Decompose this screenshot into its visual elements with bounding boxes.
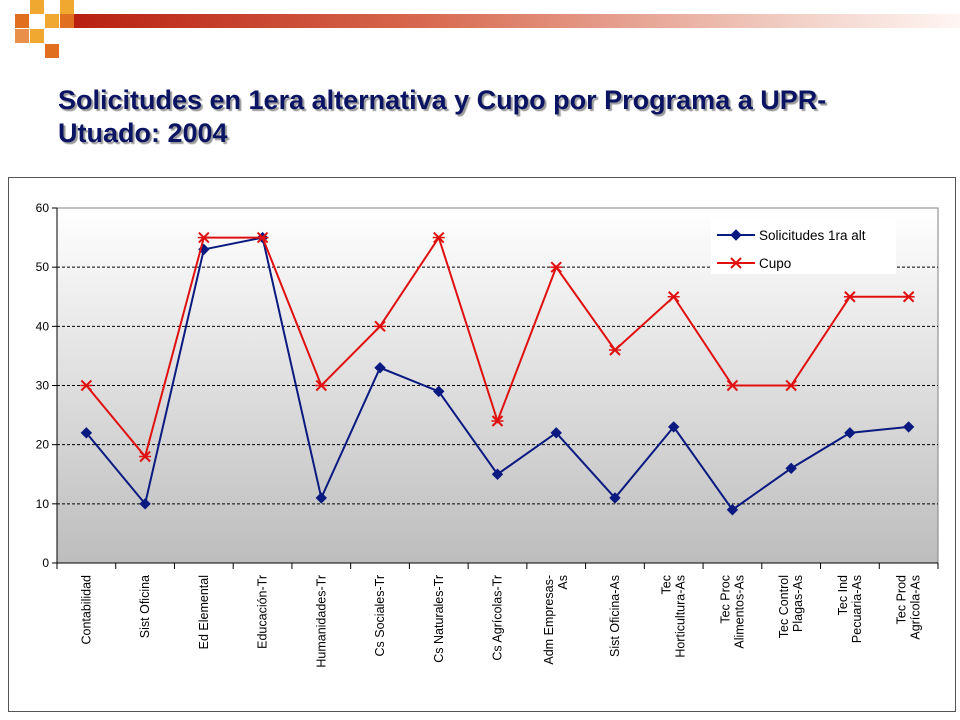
data-point-asterisk [315, 379, 328, 392]
data-point-diamond [667, 421, 680, 433]
x-category-label: Horticultura-As [674, 575, 688, 658]
legend-label: Cupo [759, 256, 791, 271]
x-category-label: Educación-Tr [256, 575, 270, 649]
x-category-label: Contabilidad [79, 575, 93, 645]
series-cupo [80, 231, 915, 463]
x-category-label: Humanidades-Tr [314, 575, 328, 668]
data-point-asterisk [550, 261, 563, 273]
decor-square-orange [45, 44, 59, 58]
x-category-label: Plagas-As [791, 575, 805, 632]
x-category-label: As [556, 575, 570, 590]
data-point-asterisk [139, 450, 152, 463]
data-point-diamond [315, 492, 328, 504]
legend-label: Solicitudes 1ra alt [759, 228, 866, 243]
x-category-label: Ed Elemental [197, 575, 211, 649]
data-point-diamond [844, 427, 856, 439]
x-category-label: Sist Oficina-As [608, 575, 622, 657]
data-point-asterisk [80, 379, 93, 392]
data-point-asterisk [608, 344, 621, 356]
x-category-label: Tec Control [777, 575, 791, 638]
x-category-label: Alimentos-As [732, 575, 746, 649]
page-title: Solicitudes en 1era alternativa y Cupo p… [58, 85, 827, 148]
data-point-asterisk [726, 379, 739, 392]
data-point-diamond [374, 362, 386, 374]
data-point-asterisk [256, 231, 269, 244]
decor-square-gold [60, 0, 74, 14]
x-category-label: Cs Naturales-Tr [432, 575, 446, 663]
data-point-diamond [730, 229, 742, 241]
decor-square-gold [45, 14, 59, 28]
x-category-label: Pecuaria-As [850, 575, 864, 643]
data-point-asterisk [730, 257, 742, 269]
data-point-diamond [139, 498, 151, 510]
x-category-label: Tec Proc [718, 575, 732, 624]
data-point-asterisk [902, 291, 915, 303]
y-tick-label: 50 [36, 260, 50, 274]
data-point-asterisk [667, 291, 680, 303]
data-point-diamond [609, 492, 621, 504]
x-category-label: Cs Sociales-Tr [373, 575, 387, 657]
decor-square-gold [30, 0, 44, 14]
data-point-diamond [726, 504, 739, 516]
x-category-label: Sist Oficina [138, 575, 152, 638]
x-category-label: Adm Empresas- [542, 575, 556, 665]
line-chart: 0 10 20 30 40 50 60 Contabilidad Sist Oficina Ed… [36, 201, 939, 668]
data-point-diamond [491, 468, 504, 480]
data-point-asterisk [785, 379, 798, 392]
decor-square-orange [15, 14, 29, 28]
data-point-diamond [433, 385, 445, 398]
data-point-diamond [80, 427, 93, 439]
x-category-label: Cs Agrícolas-Tr [491, 575, 505, 661]
data-point-diamond [785, 462, 797, 475]
y-tick-label: 10 [36, 497, 50, 511]
data-point-asterisk [197, 231, 210, 244]
y-tick-label: 30 [36, 379, 50, 393]
x-category-label: Agrícola-As [909, 575, 923, 640]
data-point-asterisk [374, 320, 387, 333]
y-tick-label: 40 [36, 319, 50, 333]
y-tick-label: 60 [36, 201, 50, 215]
legend-item: Cupo [717, 256, 791, 271]
data-point-diamond [550, 427, 562, 439]
legend-item: Solicitudes 1ra alt [717, 228, 866, 243]
decor-square-orange [60, 14, 74, 28]
decor-square-gold [30, 29, 44, 43]
data-point-asterisk [843, 291, 856, 303]
chart-frame: 0 10 20 30 40 50 60 Contabilidad Sist Oficina Ed… [8, 177, 956, 712]
data-point-asterisk [491, 415, 504, 427]
data-point-diamond [902, 421, 915, 433]
y-tick-label: 20 [36, 438, 50, 452]
data-point-asterisk [432, 231, 445, 244]
x-category-label: Tec [660, 575, 674, 594]
x-category-label: Tec Prod [895, 575, 909, 624]
legend-box [711, 218, 896, 274]
y-tick-label: 0 [42, 556, 49, 570]
x-category-label: Tec Ind [836, 575, 850, 615]
decor-gradient-bar [74, 14, 960, 28]
decor-square-orange [15, 29, 29, 43]
